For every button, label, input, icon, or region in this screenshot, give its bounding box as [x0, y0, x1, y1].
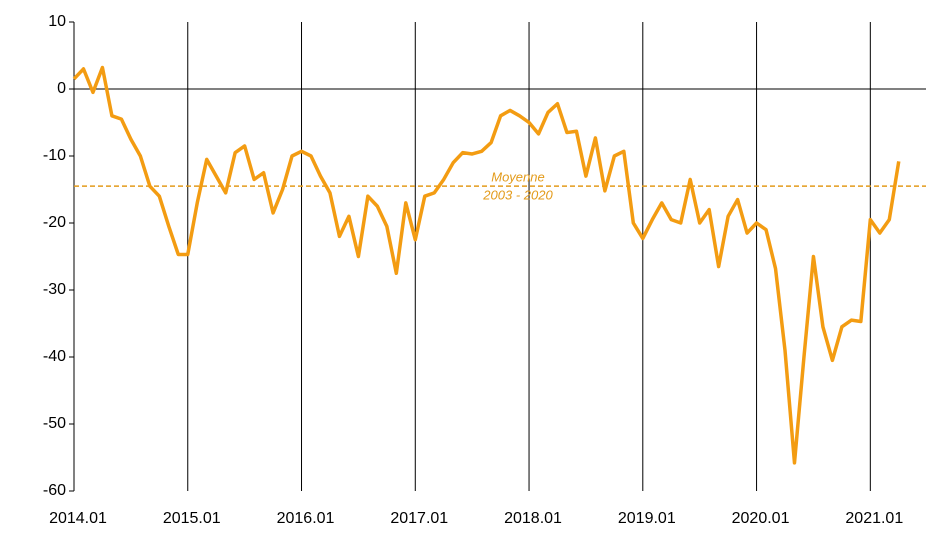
x-tick-label: 2019.01 — [618, 510, 676, 527]
average-label: 2003 - 2020 — [482, 188, 553, 203]
x-tick-label: 2018.01 — [504, 510, 562, 527]
y-tick-label: -10 — [43, 147, 66, 164]
y-tick-label: -40 — [43, 348, 66, 365]
y-tick-label: -30 — [43, 281, 66, 298]
x-tick-label: 2020.01 — [732, 510, 790, 527]
y-tick-label: -60 — [43, 482, 66, 499]
data-line — [72, 65, 901, 465]
y-tick-label: -20 — [43, 214, 66, 231]
y-tick-label: -50 — [43, 415, 66, 432]
x-tick-label: 2014.01 — [49, 510, 107, 527]
average-label: Moyenne — [491, 170, 544, 185]
x-tick-label: 2015.01 — [163, 510, 221, 527]
y-tick-label: 0 — [57, 80, 66, 97]
x-tick-label: 2016.01 — [277, 510, 335, 527]
x-tick-label: 2021.01 — [845, 510, 903, 527]
x-tick-label: 2017.01 — [390, 510, 448, 527]
y-tick-label: 10 — [48, 13, 66, 30]
